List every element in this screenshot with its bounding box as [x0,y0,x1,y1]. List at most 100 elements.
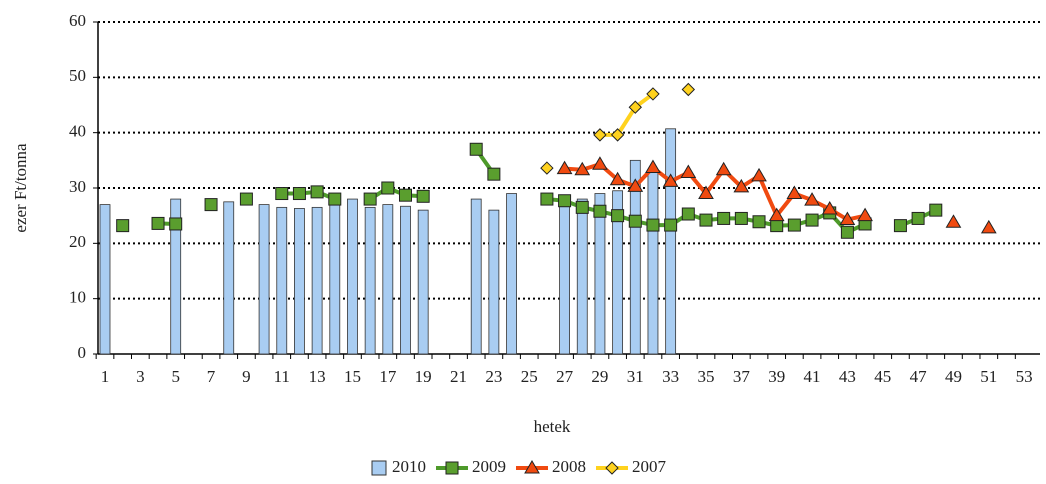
bar [364,206,376,355]
marker [574,161,591,176]
marker [204,198,218,212]
marker [575,200,589,214]
bar [400,205,411,355]
marker [609,171,626,186]
marker [524,460,540,474]
bar [629,159,641,355]
x-tick-label: 7 [207,367,216,386]
marker [698,185,714,200]
x-tick-label: 1 [101,367,110,386]
marker [681,207,695,221]
marker [699,213,713,227]
x-tick-label: 37 [733,367,751,386]
x-tick-label: 49 [945,367,962,386]
marker [645,159,661,174]
marker [540,161,554,175]
legend-label: 2009 [472,457,506,476]
marker [805,213,819,227]
marker [662,173,679,187]
marker [787,218,801,232]
marker [752,215,766,229]
marker [628,100,642,114]
y-tick-label: 60 [69,11,86,30]
marker [715,161,732,176]
marker [627,178,644,192]
y-axis-label: ezer Ft/tonna [11,143,30,233]
marker [593,204,607,218]
marker [717,211,731,225]
marker [611,209,625,223]
x-tick-label: 27 [556,367,574,386]
x-tick-label: 3 [136,367,145,386]
x-tick-label: 41 [804,367,821,386]
x-tick-label: 47 [910,367,928,386]
x-tick-label: 33 [662,367,679,386]
marker [292,187,306,201]
marker [610,128,625,142]
x-axis-label: hetek [534,417,571,436]
x-tick-label: 39 [768,367,785,386]
x-tick-label: 21 [450,367,467,386]
marker [558,194,572,208]
marker [857,207,873,222]
legend-label: 2008 [552,457,586,476]
x-tick-label: 11 [274,367,290,386]
marker [821,201,838,215]
x-tick-label: 43 [839,367,856,386]
x-tick-label: 25 [521,367,538,386]
marker [945,214,962,228]
x-tick-label: 45 [874,367,891,386]
marker [556,160,573,175]
marker [681,82,696,97]
x-tick-label: 15 [344,367,361,386]
legend-label: 2007 [632,457,667,476]
bar [311,206,323,355]
bar [506,193,517,355]
marker [592,156,608,170]
bar [347,198,358,355]
legend-swatch [371,460,387,476]
x-tick-label: 17 [379,367,397,386]
marker [804,192,820,206]
bar [665,128,677,355]
bar [612,190,624,355]
series-line [600,90,688,135]
marker [328,192,342,206]
bar [417,209,429,355]
marker [310,185,324,199]
y-tick-label: 30 [69,177,86,196]
bar [488,209,500,355]
marker [169,217,183,231]
marker [893,219,907,233]
y-tick-label: 0 [78,343,87,362]
bar [382,204,394,355]
marker [540,192,554,206]
marker [646,87,660,101]
bar [258,204,270,355]
marker [840,225,854,239]
marker [628,214,642,228]
x-tick-label: 29 [591,367,608,386]
marker [469,142,483,156]
marker [664,218,678,232]
bar [470,198,482,355]
marker [768,207,785,222]
marker [733,178,750,193]
bar [647,170,659,355]
series-line [157,148,937,235]
marker [363,192,377,206]
legend-label: 2010 [392,457,426,476]
marker [646,218,660,232]
x-tick-label: 13 [309,367,326,386]
marker [593,128,607,142]
bar [294,208,305,355]
marker [151,216,165,230]
y-tick-label: 50 [69,66,86,85]
x-tick-label: 53 [1016,367,1033,386]
marker [786,185,803,200]
bar [559,198,570,355]
bar [594,193,606,355]
marker [929,203,943,217]
y-tick-label: 10 [69,288,86,307]
